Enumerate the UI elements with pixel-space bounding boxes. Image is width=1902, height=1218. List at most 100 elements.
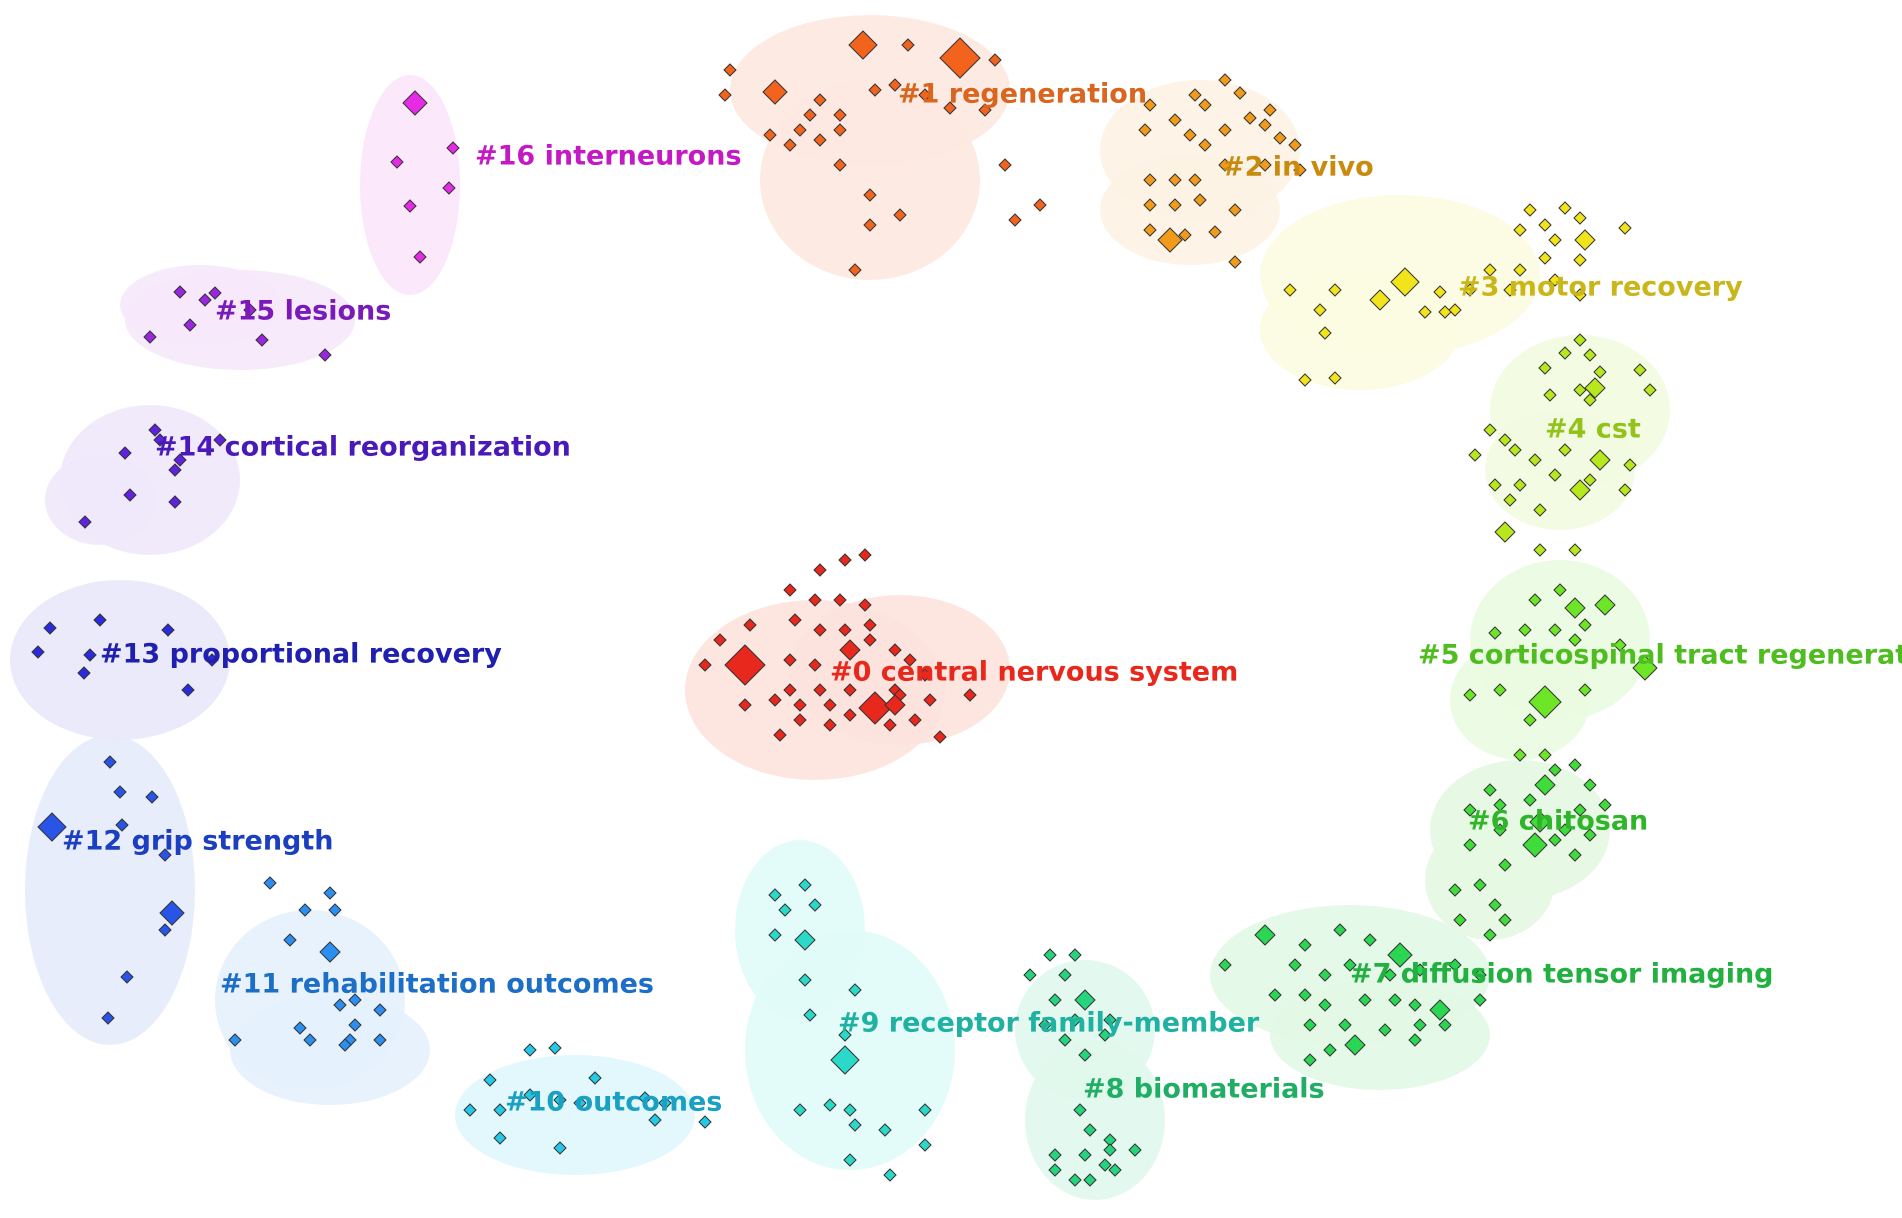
node-diamond[interactable] (1343, 958, 1357, 972)
node-diamond[interactable] (1413, 963, 1427, 977)
node-diamond[interactable] (1593, 365, 1607, 379)
node-diamond[interactable] (1613, 638, 1627, 652)
node-diamond[interactable] (298, 903, 312, 917)
cluster-label-c10[interactable]: #10 outcomes (505, 1087, 722, 1118)
node-diamond[interactable] (318, 348, 332, 362)
node-diamond[interactable] (798, 878, 812, 892)
node-diamond[interactable] (442, 181, 456, 195)
node-diamond[interactable] (1033, 198, 1047, 212)
node-diamond[interactable] (1074, 989, 1096, 1011)
node-diamond[interactable] (793, 713, 807, 727)
node-diamond[interactable] (939, 37, 981, 79)
node-diamond[interactable] (830, 1045, 860, 1075)
node-diamond[interactable] (848, 263, 862, 277)
node-diamond[interactable] (323, 886, 337, 900)
node-diamond[interactable] (833, 158, 847, 172)
node-diamond[interactable] (1323, 1043, 1337, 1057)
node-diamond[interactable] (813, 133, 827, 147)
node-diamond[interactable] (823, 698, 837, 712)
node-diamond[interactable] (1618, 221, 1632, 235)
node-diamond[interactable] (1128, 1143, 1142, 1157)
node-diamond[interactable] (1538, 361, 1552, 375)
node-diamond[interactable] (1574, 229, 1596, 251)
node-diamond[interactable] (1369, 289, 1391, 311)
node-diamond[interactable] (1254, 924, 1276, 946)
node-diamond[interactable] (31, 645, 45, 659)
node-diamond[interactable] (413, 250, 427, 264)
node-diamond[interactable] (493, 1131, 507, 1145)
node-diamond[interactable] (1168, 173, 1182, 187)
node-diamond[interactable] (1233, 86, 1247, 100)
node-diamond[interactable] (1073, 1103, 1087, 1117)
node-diamond[interactable] (978, 103, 992, 117)
node-diamond[interactable] (1298, 373, 1312, 387)
node-diamond[interactable] (1643, 383, 1657, 397)
node-diamond[interactable] (148, 423, 162, 437)
node-diamond[interactable] (1078, 1048, 1092, 1062)
node-diamond[interactable] (93, 613, 107, 627)
node-diamond[interactable] (333, 998, 347, 1012)
node-diamond[interactable] (168, 463, 182, 477)
node-diamond[interactable] (1358, 993, 1372, 1007)
node-diamond[interactable] (1218, 958, 1232, 972)
node-diamond[interactable] (1528, 593, 1542, 607)
node-diamond[interactable] (123, 488, 137, 502)
node-diamond[interactable] (713, 633, 727, 647)
node-diamond[interactable] (77, 666, 91, 680)
node-diamond[interactable] (1488, 898, 1502, 912)
cluster-label-c2[interactable]: #2 in vivo (1222, 152, 1374, 183)
node-diamond[interactable] (1573, 288, 1587, 302)
node-diamond[interactable] (1103, 1143, 1117, 1157)
node-diamond[interactable] (838, 1028, 852, 1042)
node-diamond[interactable] (1522, 832, 1548, 858)
node-diamond[interactable] (1473, 968, 1487, 982)
node-diamond[interactable] (803, 108, 817, 122)
node-diamond[interactable] (918, 1103, 932, 1117)
node-diamond[interactable] (918, 88, 932, 102)
node-diamond[interactable] (159, 900, 185, 926)
node-diamond[interactable] (1538, 218, 1552, 232)
node-diamond[interactable] (1463, 283, 1477, 297)
node-diamond[interactable] (523, 1043, 537, 1057)
node-diamond[interactable] (1338, 1018, 1352, 1032)
node-diamond[interactable] (1548, 763, 1562, 777)
node-diamond[interactable] (783, 653, 797, 667)
node-diamond[interactable] (1498, 858, 1512, 872)
node-diamond[interactable] (1548, 233, 1562, 247)
node-diamond[interactable] (793, 698, 807, 712)
node-diamond[interactable] (963, 688, 977, 702)
node-diamond[interactable] (1468, 448, 1482, 462)
node-diamond[interactable] (1328, 371, 1342, 385)
node-diamond[interactable] (243, 303, 257, 317)
node-diamond[interactable] (893, 208, 907, 222)
node-diamond[interactable] (793, 123, 807, 137)
node-diamond[interactable] (1558, 823, 1572, 837)
node-diamond[interactable] (255, 333, 269, 347)
node-diamond[interactable] (103, 755, 117, 769)
node-diamond[interactable] (1589, 449, 1611, 471)
node-diamond[interactable] (1228, 203, 1242, 217)
node-diamond[interactable] (1513, 748, 1527, 762)
node-diamond[interactable] (1068, 1173, 1082, 1187)
node-diamond[interactable] (1538, 748, 1552, 762)
node-diamond[interactable] (1168, 198, 1182, 212)
node-diamond[interactable] (1568, 543, 1582, 557)
node-diamond[interactable] (1273, 131, 1287, 145)
node-diamond[interactable] (1513, 478, 1527, 492)
node-diamond[interactable] (848, 983, 862, 997)
node-diamond[interactable] (1528, 685, 1562, 719)
node-diamond[interactable] (1283, 283, 1297, 297)
node-diamond[interactable] (884, 694, 906, 716)
node-diamond[interactable] (1108, 1163, 1122, 1177)
node-diamond[interactable] (773, 728, 787, 742)
node-diamond[interactable] (1413, 1018, 1427, 1032)
node-diamond[interactable] (1438, 305, 1452, 319)
node-diamond[interactable] (548, 1041, 562, 1055)
node-diamond[interactable] (1498, 433, 1512, 447)
node-diamond[interactable] (1583, 348, 1597, 362)
node-diamond[interactable] (1098, 1158, 1112, 1172)
node-diamond[interactable] (208, 286, 222, 300)
node-diamond[interactable] (1573, 803, 1587, 817)
node-diamond[interactable] (403, 199, 417, 213)
node-diamond[interactable] (113, 785, 127, 799)
